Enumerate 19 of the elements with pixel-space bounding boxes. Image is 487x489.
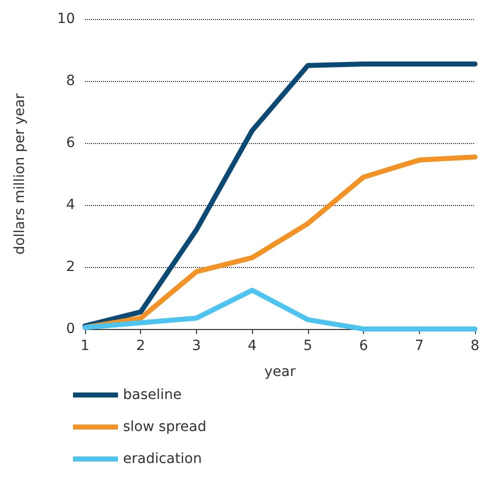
x-axis-title: year [264, 364, 296, 380]
legend-label: slow spread [123, 419, 206, 435]
y-tick-label: 0 [66, 321, 75, 337]
y-tick-label: 6 [66, 135, 76, 151]
y-tick-label: 4 [66, 197, 76, 213]
y-axis-title: dollars million per year [12, 93, 28, 255]
x-tick-label: 2 [136, 338, 146, 354]
y-tick-label: 10 [57, 11, 75, 27]
y-tick-label: 2 [66, 259, 75, 275]
x-tick-label: 6 [359, 338, 368, 354]
x-tick-label: 5 [303, 338, 312, 354]
legend-label: eradication [123, 451, 202, 467]
legend-label: baseline [123, 387, 182, 403]
x-tick-label: 7 [414, 338, 424, 354]
x-tick-label: 4 [248, 338, 257, 354]
x-tick-label: 1 [80, 338, 90, 354]
y-tick-label: 8 [66, 73, 75, 89]
x-tick-label: 3 [192, 338, 201, 354]
x-tick-label: 8 [470, 338, 480, 354]
